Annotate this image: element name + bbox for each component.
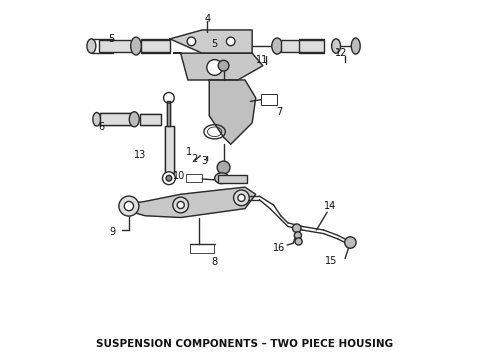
Circle shape: [294, 232, 301, 239]
Text: 4: 4: [204, 14, 211, 24]
Circle shape: [218, 60, 229, 71]
Circle shape: [177, 202, 184, 208]
Text: 1: 1: [186, 147, 192, 157]
Circle shape: [293, 224, 301, 233]
Polygon shape: [209, 80, 256, 144]
Bar: [98, 40, 134, 52]
Text: 11: 11: [256, 55, 268, 65]
Text: 10: 10: [173, 171, 185, 181]
Ellipse shape: [93, 112, 100, 126]
Text: 14: 14: [324, 201, 336, 211]
Bar: [218, 175, 247, 183]
Text: 2: 2: [191, 154, 197, 164]
Ellipse shape: [131, 37, 142, 55]
Circle shape: [187, 37, 196, 46]
Circle shape: [295, 238, 302, 245]
Text: 5: 5: [108, 34, 114, 44]
Bar: [261, 94, 277, 105]
Bar: [186, 174, 202, 182]
Circle shape: [119, 196, 139, 216]
Text: 12: 12: [335, 48, 347, 58]
Text: 8: 8: [212, 257, 218, 267]
Circle shape: [217, 161, 230, 174]
Text: 6: 6: [98, 122, 104, 132]
Text: 5: 5: [212, 39, 218, 49]
Ellipse shape: [272, 38, 283, 54]
Text: 15: 15: [324, 256, 337, 266]
Text: 13: 13: [133, 150, 146, 160]
Text: 7: 7: [276, 107, 282, 117]
Circle shape: [124, 202, 134, 211]
Ellipse shape: [332, 39, 341, 53]
Circle shape: [234, 190, 249, 206]
Bar: [142, 40, 170, 52]
Bar: [190, 244, 214, 253]
Circle shape: [163, 172, 175, 185]
Bar: [100, 113, 132, 125]
Bar: [140, 113, 161, 125]
Ellipse shape: [87, 39, 96, 53]
Text: SUSPENSION COMPONENTS – TWO PIECE HOUSING: SUSPENSION COMPONENTS – TWO PIECE HOUSIN…: [97, 339, 393, 348]
Circle shape: [226, 37, 235, 46]
Polygon shape: [173, 53, 263, 80]
Ellipse shape: [215, 173, 229, 184]
Text: 16: 16: [273, 243, 285, 253]
Ellipse shape: [129, 112, 139, 127]
Bar: [168, 102, 171, 126]
Circle shape: [207, 60, 222, 75]
Polygon shape: [120, 187, 256, 217]
Bar: [281, 40, 313, 52]
Circle shape: [344, 237, 356, 248]
Circle shape: [173, 197, 189, 213]
Text: 9: 9: [110, 227, 116, 237]
Bar: [298, 40, 323, 52]
Polygon shape: [170, 30, 252, 53]
Ellipse shape: [351, 38, 360, 54]
Circle shape: [166, 175, 172, 181]
Text: 3: 3: [201, 157, 208, 166]
Circle shape: [238, 194, 245, 202]
Bar: [165, 126, 173, 173]
